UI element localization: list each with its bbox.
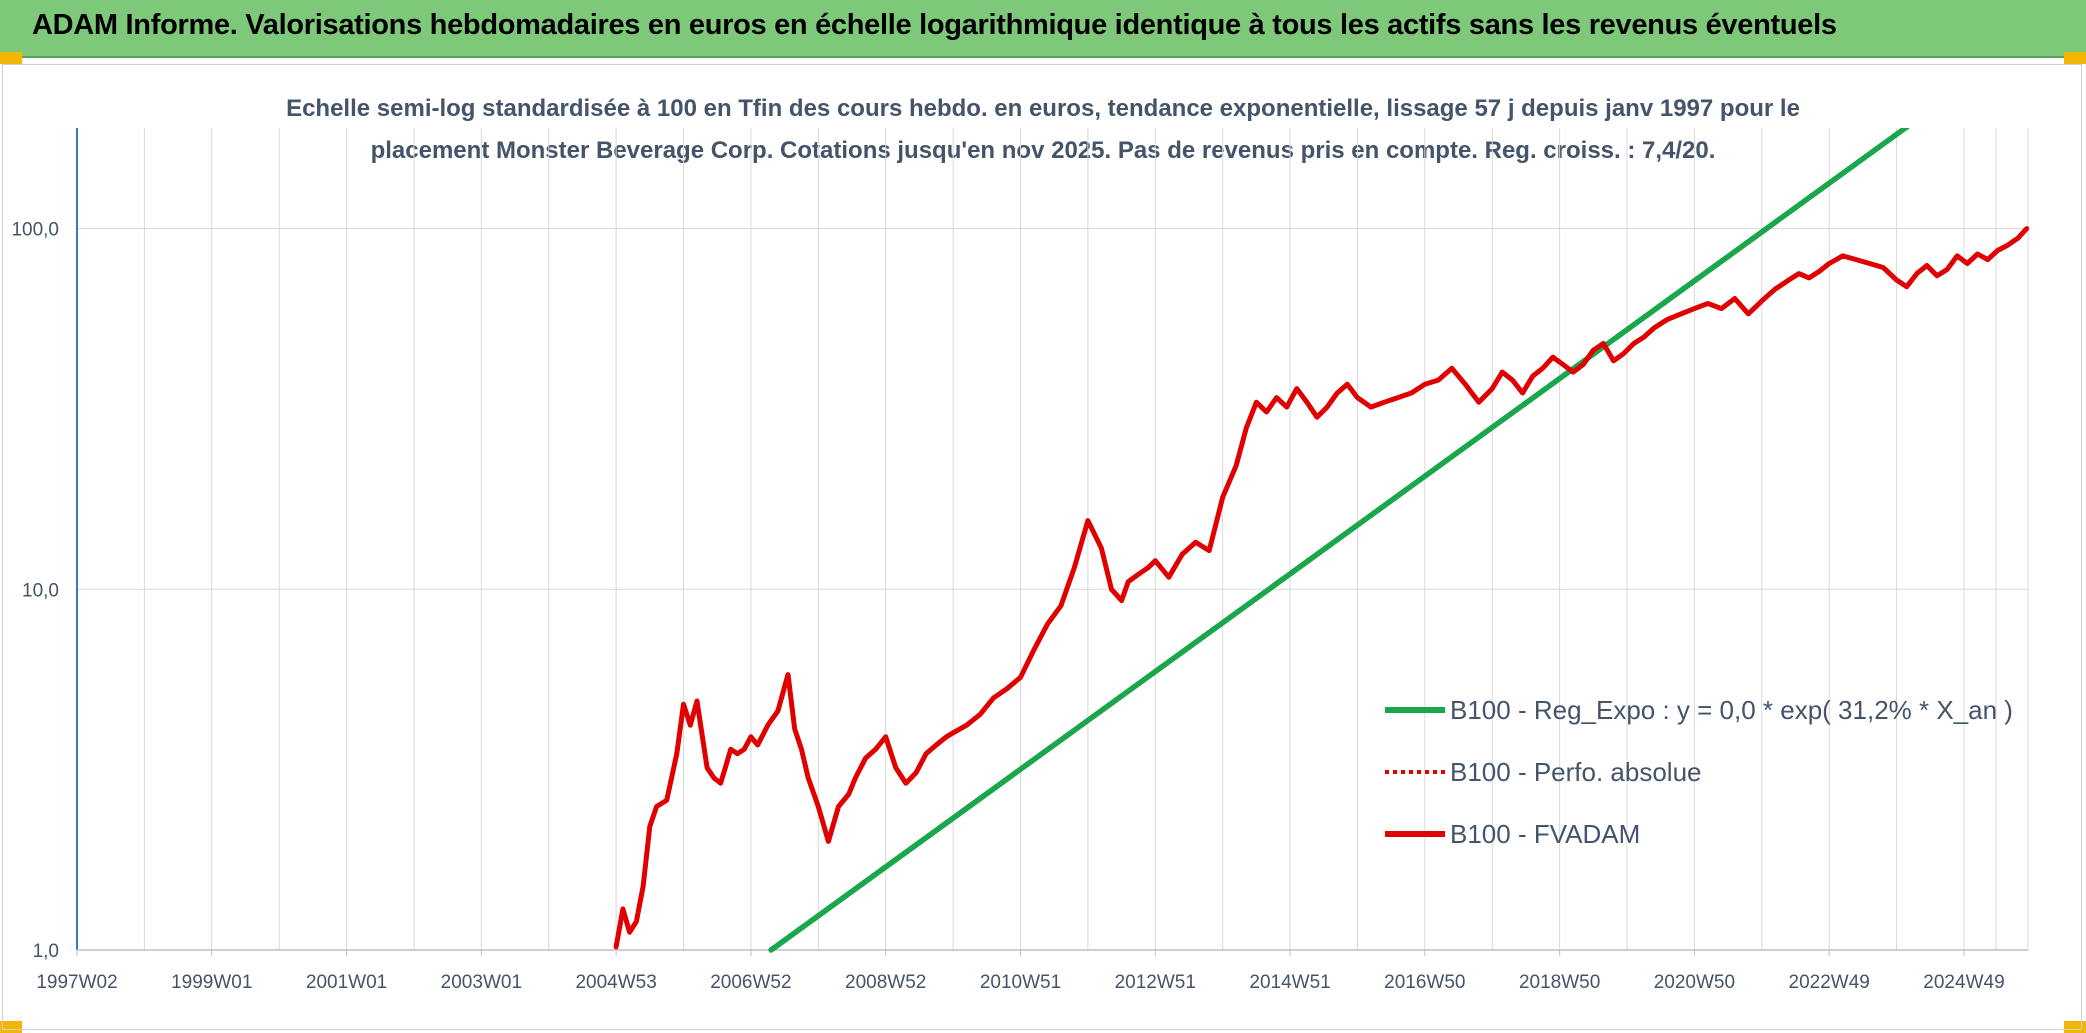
- x-tick-label: 1999W01: [171, 972, 252, 993]
- x-tick-label: 2024W49: [1923, 972, 2004, 993]
- x-tick-label: 2006W52: [710, 972, 791, 993]
- series-line-fvadam: [613, 226, 2030, 950]
- x-tick-label: 2014W51: [1249, 972, 1330, 993]
- corner-marker-top-right: [2064, 52, 2086, 64]
- corner-marker-bottom-right: [2064, 1021, 2086, 1033]
- trend-line-reg-expo: [768, 128, 1911, 953]
- x-tick-label: 2001W01: [306, 972, 387, 993]
- x-tick-label: 2008W52: [845, 972, 926, 993]
- legend-label: B100 - FVADAM: [1450, 819, 1640, 849]
- legend-label: B100 - Reg_Expo : y = 0,0 * exp( 31,2% *…: [1450, 695, 2013, 725]
- chart-subtitle: Echelle semi-log standardisée à 100 en T…: [286, 95, 1800, 164]
- x-tick-label: 2012W51: [1115, 972, 1196, 993]
- corner-marker-bottom-left: [0, 1021, 22, 1033]
- axes: 1,0 10,0 100,0 1997W02 1999W01 2001W01 2003W01…: [11, 128, 2028, 993]
- series-lines: [613, 128, 2030, 953]
- x-tick-label: 2022W49: [1789, 972, 1870, 993]
- report-title: ADAM Informe. Valorisations hebdomadaire…: [32, 9, 1837, 41]
- chart-subtitle-line-2: placement Monster Beverage Corp. Cotatio…: [371, 137, 1716, 164]
- y-tick-label: 10,0: [22, 580, 59, 601]
- x-tick-label: 2010W51: [980, 972, 1061, 993]
- grid-lines: [76, 128, 2029, 951]
- x-tick-label: 2003W01: [441, 972, 522, 993]
- corner-marker-top-left: [0, 52, 22, 64]
- chart-subtitle-line-1: Echelle semi-log standardisée à 100 en T…: [286, 95, 1800, 122]
- y-tick-label: 100,0: [11, 220, 59, 241]
- legend-label: B100 - Perfo. absolue: [1450, 757, 1702, 787]
- x-tick-label: 1997W02: [36, 972, 117, 993]
- y-tick-label: 1,0: [33, 941, 59, 962]
- x-tick-label: 2020W50: [1654, 972, 1735, 993]
- x-tick-label: 2018W50: [1519, 972, 1600, 993]
- x-tick-label: 2004W53: [575, 972, 656, 993]
- x-tick-label: 2016W50: [1384, 972, 1465, 993]
- chart-legend: B100 - Reg_Expo : y = 0,0 * exp( 31,2% *…: [1385, 695, 2013, 849]
- chart-frame: [2, 64, 2082, 1030]
- report-banner: ADAM Informe. Valorisations hebdomadaire…: [0, 0, 2086, 58]
